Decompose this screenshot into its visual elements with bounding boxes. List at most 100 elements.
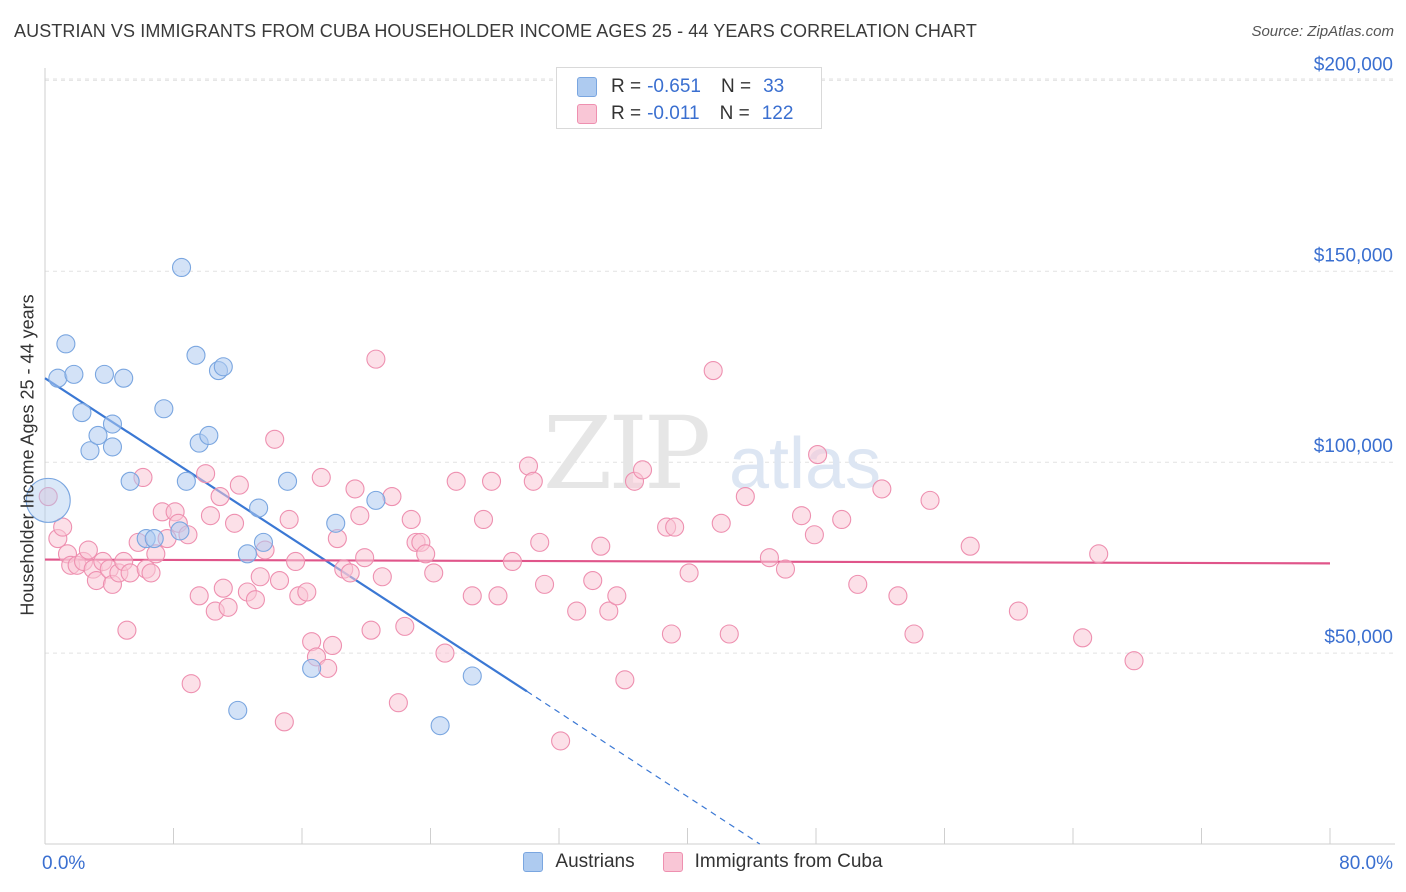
legend-item-cuba[interactable]: Immigrants from Cuba: [662, 851, 883, 873]
point-cuba: [78, 540, 98, 560]
point-cuba: [265, 429, 285, 449]
point-austrians: [120, 471, 140, 491]
point-cuba: [224, 513, 245, 533]
point-austrians: [186, 345, 206, 365]
point-cuba: [297, 582, 317, 602]
legend-r-value: -0.011: [647, 103, 700, 124]
point-austrians: [366, 490, 386, 510]
point-austrians: [25, 477, 71, 523]
legend-n-value: 33: [763, 76, 785, 97]
point-cuba: [719, 624, 739, 644]
point-cuba: [888, 586, 908, 606]
point-cuba: [120, 563, 140, 583]
point-cuba: [322, 635, 343, 656]
point-cuba: [181, 674, 201, 694]
point-cuba: [523, 471, 543, 491]
point-cuba: [591, 536, 611, 556]
point-cuba: [446, 471, 466, 491]
point-cuba: [200, 506, 220, 526]
legend-n-label: N =: [720, 76, 752, 97]
point-cuba: [904, 624, 924, 644]
legend-swatch-austrians: [523, 852, 544, 872]
point-austrians: [144, 529, 164, 549]
axes: [44, 68, 1395, 845]
point-cuba: [735, 487, 755, 507]
point-cuba: [38, 487, 58, 507]
legend-r-label: R =: [611, 103, 642, 124]
point-cuba: [229, 475, 249, 495]
point-cuba: [502, 551, 522, 572]
point-cuba: [808, 445, 828, 465]
point-cuba: [382, 487, 402, 507]
point-austrians: [102, 437, 123, 457]
point-cuba: [53, 517, 73, 537]
point-austrians: [170, 521, 190, 541]
trend-line-austrians-extrapolated: [526, 690, 761, 845]
point-austrians: [237, 544, 257, 564]
point-austrians: [462, 666, 482, 686]
y-axis-label: Householder Income Ages 25 - 44 years: [17, 294, 38, 616]
trend-line-cuba: [44, 558, 1331, 565]
watermark-zip: ZIP: [543, 395, 708, 512]
legend-r-label: R =: [611, 76, 642, 97]
point-cuba: [141, 563, 161, 583]
point-cuba: [804, 525, 824, 545]
correlation-legend: R = -0.651 N = 33 R = -0.011 N = 122: [556, 67, 822, 129]
point-cuba: [462, 586, 482, 606]
point-cuba: [665, 517, 685, 537]
x-tick-label: 0.0%: [42, 853, 85, 874]
point-cuba: [311, 467, 331, 488]
legend-swatch-austrians: [577, 77, 597, 97]
y-tick-label: $200,000: [1314, 54, 1393, 75]
point-cuba: [424, 563, 444, 583]
trend-lines: [44, 377, 1331, 845]
point-cuba: [615, 670, 635, 690]
point-cuba: [960, 536, 980, 556]
point-cuba: [1089, 544, 1109, 564]
point-cuba: [530, 532, 550, 552]
point-cuba: [599, 601, 619, 621]
point-cuba: [1073, 628, 1093, 648]
point-cuba: [210, 487, 230, 507]
point-cuba: [679, 563, 699, 583]
point-austrians: [64, 364, 84, 384]
point-cuba: [401, 509, 421, 530]
legend-r-value: -0.651: [647, 76, 701, 97]
legend-swatch-cuba: [662, 852, 683, 872]
point-austrians: [228, 700, 248, 720]
watermark-atlas: atlas: [729, 424, 881, 504]
data-points: [25, 257, 1144, 751]
point-cuba: [388, 693, 408, 713]
point-cuba: [759, 548, 779, 568]
point-austrians: [326, 513, 346, 533]
point-austrians: [114, 368, 134, 388]
point-cuba: [775, 559, 796, 579]
point-cuba: [372, 567, 392, 587]
point-cuba: [318, 658, 338, 678]
point-cuba: [703, 361, 723, 381]
point-cuba: [791, 506, 812, 526]
point-austrians: [302, 658, 322, 678]
point-cuba: [274, 712, 294, 732]
legend-row-austrians: R = -0.651 N = 33: [577, 75, 784, 99]
point-cuba: [269, 571, 290, 591]
legend-item-austrians[interactable]: Austrians: [523, 851, 635, 873]
y-tick-label: $100,000: [1314, 436, 1393, 457]
point-cuba: [473, 509, 494, 530]
point-cuba: [350, 506, 370, 526]
point-cuba: [832, 509, 852, 530]
legend-swatch-cuba: [577, 104, 597, 124]
point-austrians: [430, 716, 450, 736]
point-cuba: [711, 513, 731, 533]
source-credit: Source: ZipAtlas.com: [1251, 23, 1394, 40]
point-cuba: [416, 544, 436, 564]
tick-labels: $50,000 $100,000 $150,000 $200,000 0.0% 80.0%: [42, 54, 1393, 874]
point-cuba: [607, 586, 627, 606]
point-cuba: [551, 731, 571, 751]
point-cuba: [534, 574, 555, 594]
point-austrians: [80, 441, 100, 461]
legend-label-austrians: Austrians: [555, 851, 635, 872]
point-cuba: [632, 460, 653, 480]
point-cuba: [872, 479, 892, 499]
